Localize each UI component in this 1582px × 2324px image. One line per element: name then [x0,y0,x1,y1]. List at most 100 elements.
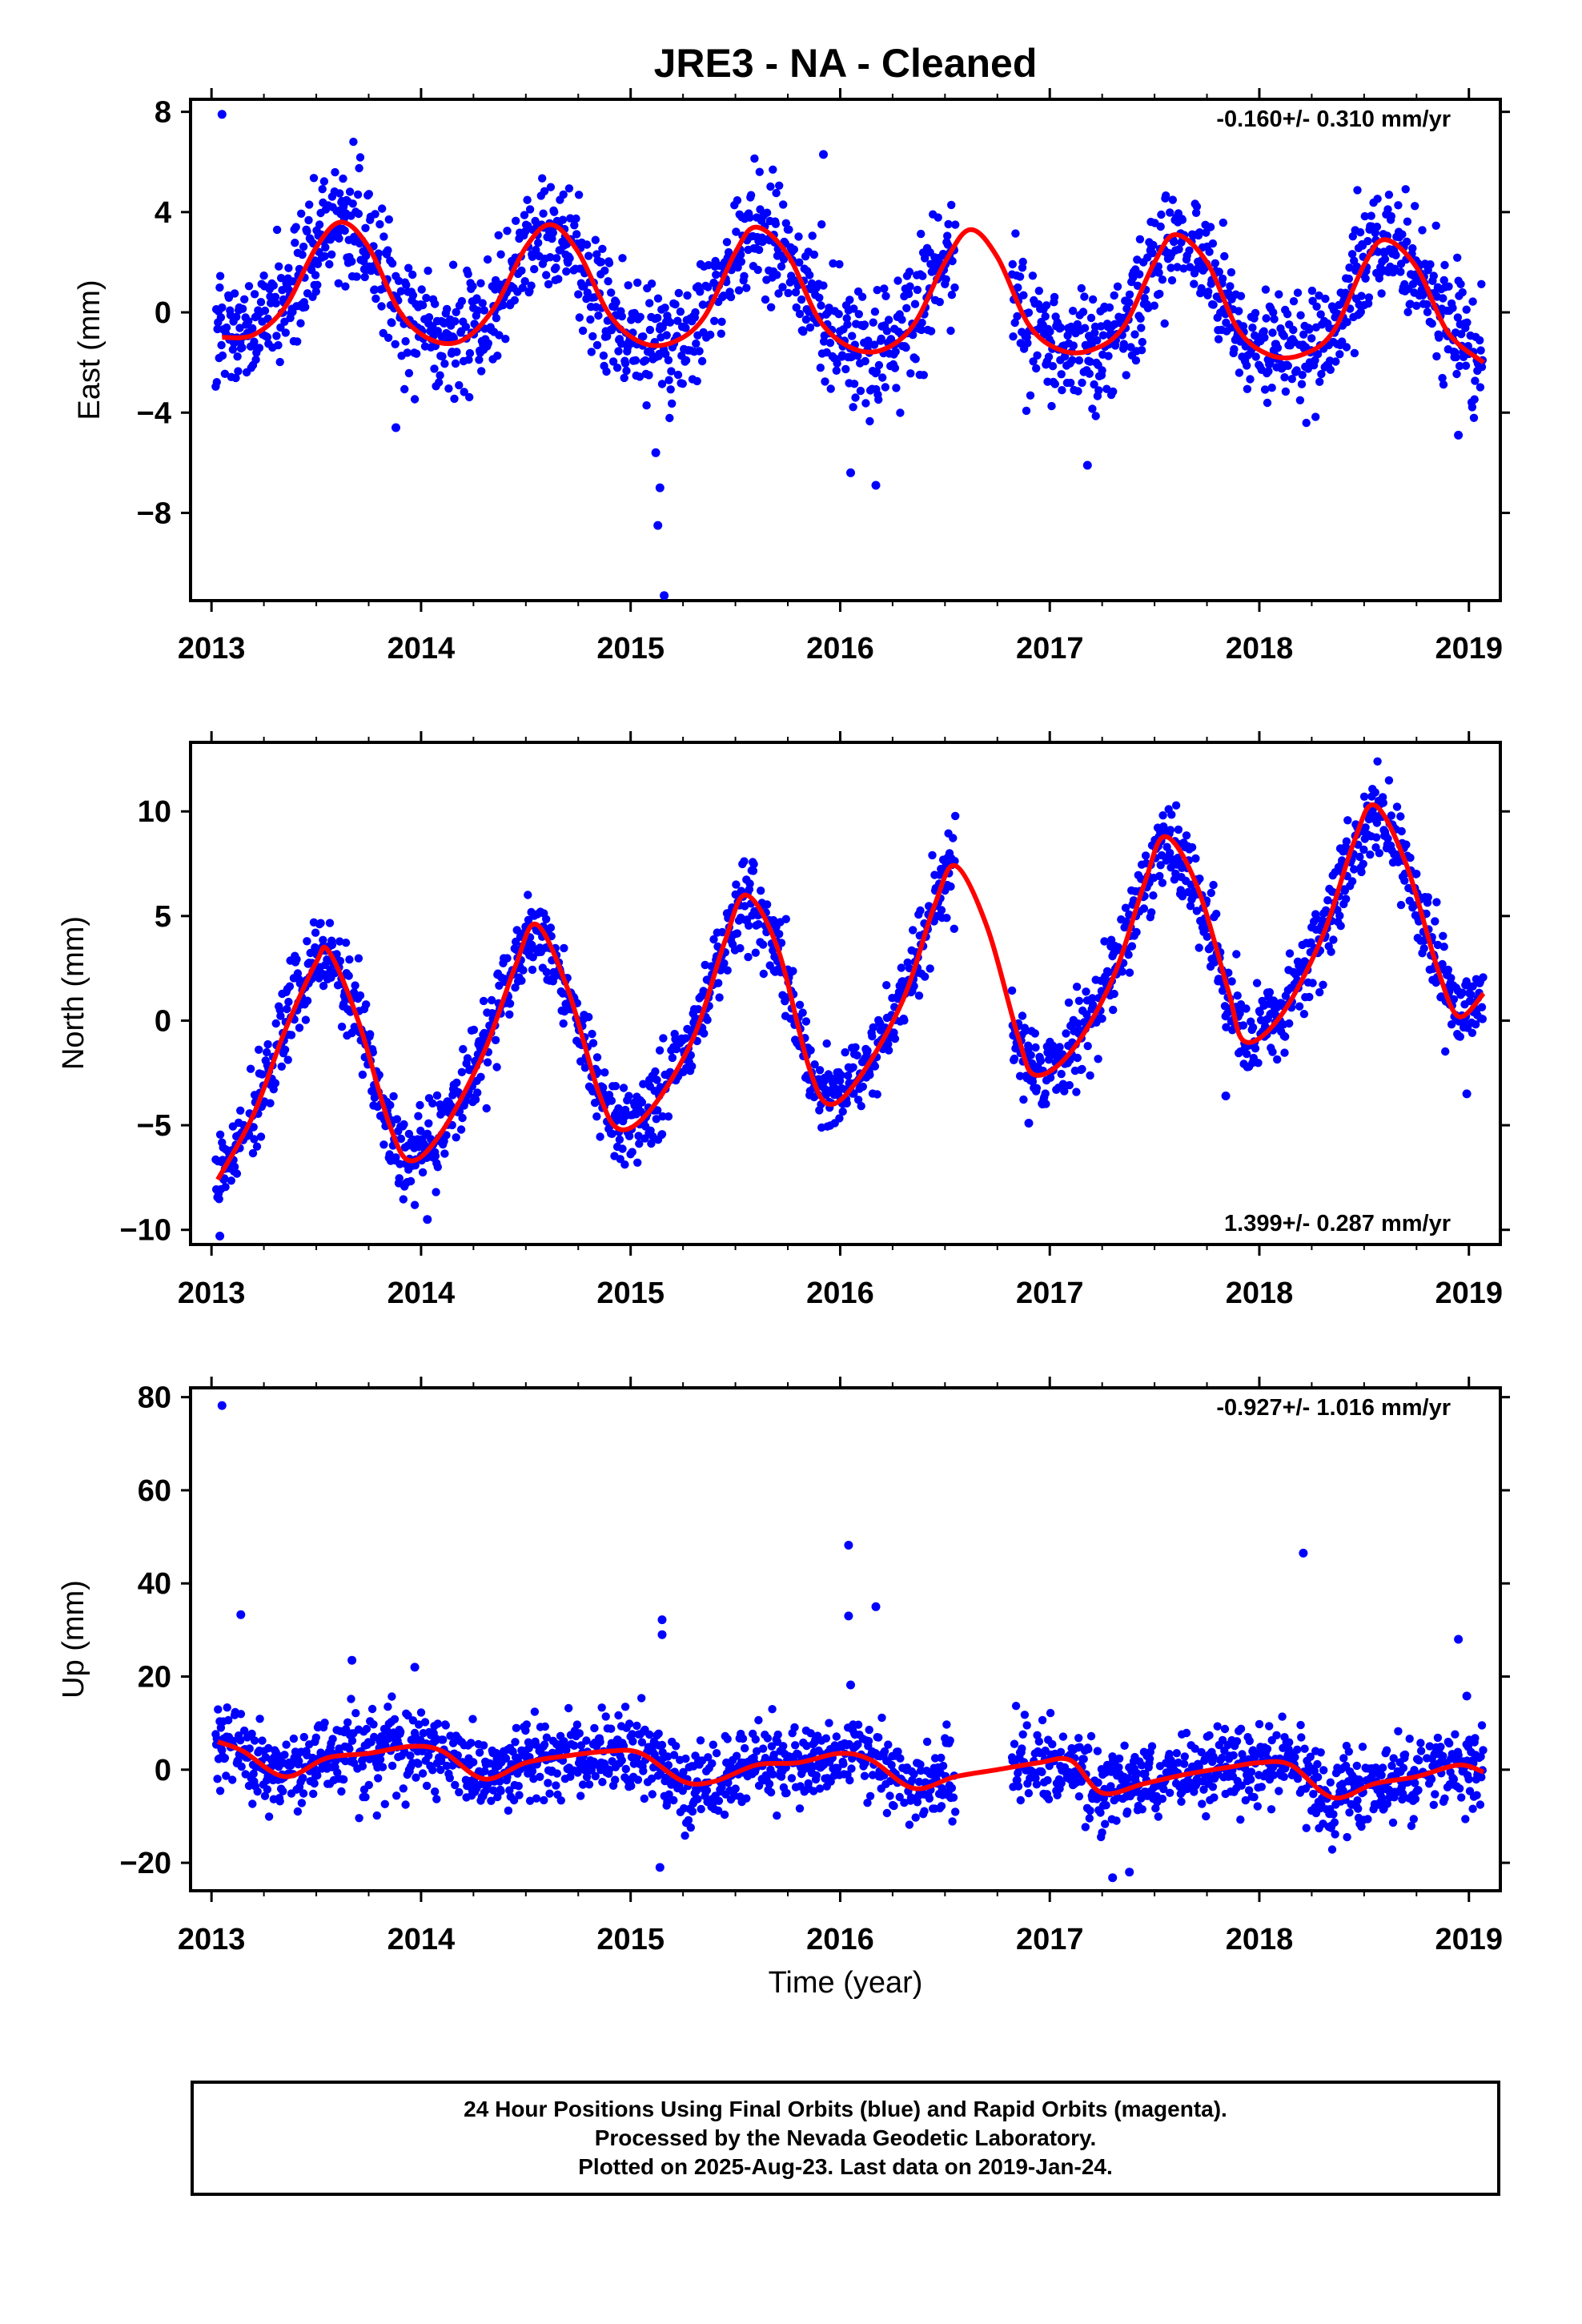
east-data-point [492,314,501,323]
east-data-point [217,340,226,350]
north-data-point [1062,1029,1070,1038]
east-data-point [1469,413,1479,422]
east-data-point [291,223,300,231]
east-data-point [1137,346,1146,355]
east-data-point [274,340,283,350]
east-data-point [1130,330,1139,339]
north-data-point [391,1153,400,1162]
up-data-point [640,1794,648,1803]
up-data-point [552,1769,561,1778]
east-y-axis-label: East (mm) [73,279,106,420]
north-data-point [1280,1048,1289,1057]
east-data-point [1383,205,1392,214]
up-data-point [540,1722,549,1731]
east-data-point [1066,378,1075,388]
north-data-point [1176,886,1186,895]
east-data-point [717,317,726,326]
north-data-point [600,1068,609,1077]
east-data-point [829,259,837,268]
east-data-point [935,297,945,307]
east-data-point [909,331,917,340]
north-data-point [607,1096,616,1105]
north-data-point [614,1104,623,1113]
east-data-point [789,245,798,254]
north-data-point [693,1005,703,1014]
east-data-point [309,174,319,183]
east-data-point [913,285,922,295]
north-data-point [411,1161,420,1170]
up-data-point [865,1725,873,1735]
up-data-point [364,1780,373,1790]
east-x-tick-label: 2017 [1016,632,1084,665]
east-data-point [438,352,447,361]
up-data-point [467,1739,476,1747]
up-data-point [951,1807,960,1816]
east-data-point [1477,279,1486,288]
north-data-point [1299,1010,1309,1019]
east-data-point [1356,308,1366,316]
east-data-point [635,372,644,381]
east-data-point [305,200,314,209]
up-data-point [922,1737,932,1747]
east-data-point [1423,300,1431,309]
north-data-point [255,1045,263,1055]
east-data-point [944,219,953,229]
east-data-point [737,250,745,259]
up-data-point [525,1796,535,1805]
east-data-point [947,200,956,210]
up-data-point [1018,1744,1026,1753]
north-data-point [517,976,526,985]
east-data-point [436,371,444,380]
east-x-tick-label: 2016 [806,632,874,665]
east-data-point [495,331,504,340]
east-data-point [331,167,339,177]
north-data-point [1064,998,1074,1007]
east-data-point [353,190,363,199]
up-data-point [396,1727,405,1736]
east-data-point [542,271,551,279]
up-data-point [253,1787,262,1796]
up-data-point [280,1751,289,1759]
north-data-point [473,1088,482,1097]
up-data-point [1151,1803,1160,1813]
up-data-point [311,1733,320,1742]
east-data-point [1476,336,1484,345]
east-data-point [449,333,458,343]
east-data-point [1321,294,1330,304]
east-data-point [668,399,677,408]
east-data-point [683,291,692,300]
east-data-point [1270,315,1279,324]
north-data-point [479,996,488,1006]
north-data-point [844,1072,853,1080]
east-data-point [772,188,781,198]
east-data-point [950,283,959,292]
up-data-point [1114,1763,1123,1772]
up-data-point [424,1751,433,1760]
north-data-point [263,1047,271,1057]
east-data-point [548,228,557,237]
east-data-point [354,209,363,219]
north-data-point [1366,850,1375,859]
up-data-point [378,1763,387,1771]
north-data-point [1224,968,1233,977]
north-data-point [635,1140,644,1148]
east-data-point [1204,287,1213,296]
north-data-point [777,939,786,947]
east-data-point [348,199,357,208]
up-data-point [240,1726,249,1735]
up-data-point [868,1771,877,1779]
east-data-point [1148,248,1157,258]
east-data-point [1398,230,1407,239]
north-data-point [865,1071,874,1080]
north-data-point [1242,1004,1251,1013]
east-data-point [288,308,297,316]
east-fit-layer [222,219,1486,365]
north-data-point [1098,1014,1106,1023]
north-data-point [709,935,718,944]
east-outlier-point [391,423,400,432]
up-data-point [347,1736,357,1745]
up-data-point [216,1723,226,1732]
north-data-point [524,891,532,899]
east-data-point [546,253,555,262]
